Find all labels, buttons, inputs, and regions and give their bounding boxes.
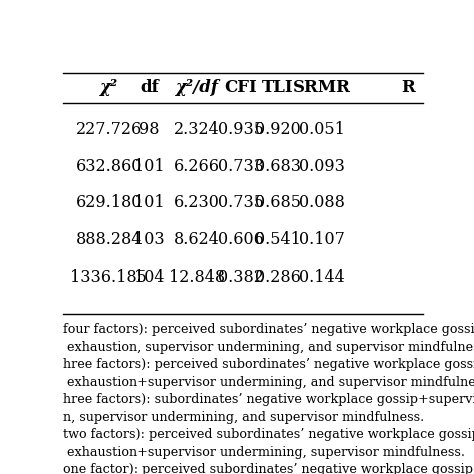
Text: 0.093: 0.093 <box>299 158 345 175</box>
Text: 0.051: 0.051 <box>299 121 345 138</box>
Text: 104: 104 <box>134 269 164 286</box>
Text: exhaustion, supervisor undermining, and supervisor mindfulness.: exhaustion, supervisor undermining, and … <box>63 341 474 354</box>
Text: 0.735: 0.735 <box>218 194 264 211</box>
Text: one factor): perceived subordinates’ negative workplace gossip+supe: one factor): perceived subordinates’ neg… <box>63 464 474 474</box>
Text: 0.541: 0.541 <box>255 231 301 248</box>
Text: 101: 101 <box>134 158 164 175</box>
Text: 0.733: 0.733 <box>218 158 264 175</box>
Text: 101: 101 <box>134 194 164 211</box>
Text: 629.180: 629.180 <box>76 194 142 211</box>
Text: 888.284: 888.284 <box>76 231 142 248</box>
Text: four factors): perceived subordinates’ negative workplace gossip, sup: four factors): perceived subordinates’ n… <box>63 323 474 337</box>
Text: SRMR: SRMR <box>293 80 351 96</box>
Text: df: df <box>140 80 159 96</box>
Text: 6.266: 6.266 <box>174 158 220 175</box>
Text: 0.685: 0.685 <box>255 194 301 211</box>
Text: χ²/df: χ²/df <box>175 80 219 96</box>
Text: 1336.185: 1336.185 <box>71 269 147 286</box>
Text: 0.286: 0.286 <box>255 269 301 286</box>
Text: TLI: TLI <box>262 80 293 96</box>
Text: 0.382: 0.382 <box>218 269 264 286</box>
Text: 632.860: 632.860 <box>76 158 142 175</box>
Text: 0.935: 0.935 <box>218 121 264 138</box>
Text: 103: 103 <box>134 231 164 248</box>
Text: 0.683: 0.683 <box>255 158 301 175</box>
Text: two factors): perceived subordinates’ negative workplace gossip+sup: two factors): perceived subordinates’ ne… <box>63 428 474 441</box>
Text: 0.920: 0.920 <box>255 121 301 138</box>
Text: 0.144: 0.144 <box>299 269 345 286</box>
Text: CFI: CFI <box>225 80 257 96</box>
Text: 12.848: 12.848 <box>169 269 225 286</box>
Text: hree factors): perceived subordinates’ negative workplace gossip, sup: hree factors): perceived subordinates’ n… <box>63 358 474 371</box>
Text: hree factors): subordinates’ negative workplace gossip+supervisor e: hree factors): subordinates’ negative wo… <box>63 393 474 406</box>
Text: 0.107: 0.107 <box>299 231 345 248</box>
Text: 8.624: 8.624 <box>174 231 220 248</box>
Text: exhaustion+supervisor undermining, and supervisor mindfulness.: exhaustion+supervisor undermining, and s… <box>63 376 474 389</box>
Text: 227.726: 227.726 <box>76 121 142 138</box>
Text: exhaustion+supervisor undermining, supervisor mindfulness.: exhaustion+supervisor undermining, super… <box>63 446 465 459</box>
Text: R: R <box>401 80 415 96</box>
Text: 0.088: 0.088 <box>299 194 345 211</box>
Text: 6.230: 6.230 <box>174 194 220 211</box>
Text: 0.606: 0.606 <box>218 231 264 248</box>
Text: 98: 98 <box>139 121 159 138</box>
Text: 2.324: 2.324 <box>174 121 220 138</box>
Text: n, supervisor undermining, and supervisor mindfulness.: n, supervisor undermining, and superviso… <box>63 411 424 424</box>
Text: χ²: χ² <box>100 80 118 96</box>
